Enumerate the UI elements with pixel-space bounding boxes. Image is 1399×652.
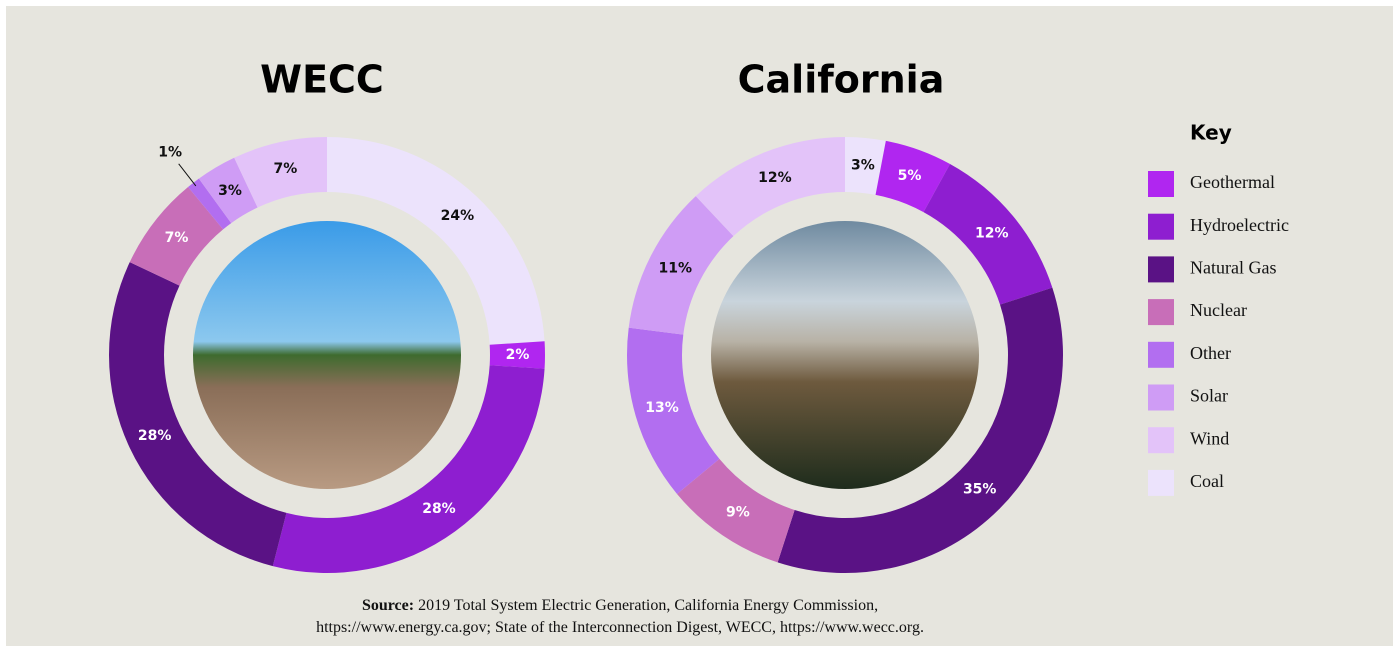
legend-label: Natural Gas <box>1190 258 1276 278</box>
donut-segment <box>628 196 734 335</box>
leader-line <box>178 163 197 187</box>
data-label: 7% <box>165 230 189 246</box>
legend-label: Other <box>1190 343 1231 363</box>
data-label: 12% <box>975 226 1009 242</box>
chart-title: WECC <box>260 58 384 102</box>
data-label: 28% <box>422 501 456 517</box>
legend-label: Nuclear <box>1190 300 1247 320</box>
donut-segment <box>677 458 795 563</box>
data-label: 1% <box>158 145 182 161</box>
data-label: 35% <box>963 482 997 498</box>
donut-segment <box>875 140 951 213</box>
legend-label: Hydroelectric <box>1190 215 1289 235</box>
data-label: 11% <box>659 261 693 277</box>
donut-segment <box>777 287 1064 574</box>
source-label: Source: <box>361 597 415 614</box>
photo <box>711 221 979 489</box>
legend-swatch <box>1148 171 1174 197</box>
legend-label: Solar <box>1190 386 1228 406</box>
data-label: 9% <box>726 505 750 521</box>
donut-segment <box>272 365 545 573</box>
chart-title: California <box>738 58 945 102</box>
source-line: 2019 Total System Electric Generation, C… <box>418 597 879 614</box>
data-label: 28% <box>138 428 172 444</box>
source-line: https://www.energy.ca.gov; State of the … <box>316 619 924 636</box>
donut-segment <box>627 327 720 494</box>
legend-swatch <box>1148 256 1174 283</box>
legend-swatch <box>1148 469 1174 496</box>
donut-segment <box>108 262 287 567</box>
data-label: 3% <box>851 157 875 173</box>
legend-swatch <box>1148 341 1174 368</box>
data-label: 13% <box>645 400 679 416</box>
donut-segment <box>188 178 232 230</box>
legend-label: Geothermal <box>1190 172 1275 192</box>
donut-segment <box>327 137 545 345</box>
legend-swatch <box>1148 213 1174 240</box>
data-label: 12% <box>758 170 792 186</box>
photo <box>193 221 461 489</box>
donut-segment <box>695 137 845 237</box>
donut-segment <box>129 187 224 286</box>
donut-segment <box>489 341 545 369</box>
donut-segment <box>845 137 886 195</box>
data-label: 5% <box>898 168 922 184</box>
legend-swatch <box>1148 299 1174 326</box>
data-label: 3% <box>218 183 242 199</box>
legend-label: Wind <box>1190 428 1229 448</box>
legend-label: Coal <box>1190 471 1224 491</box>
donut-segment <box>234 137 327 208</box>
donut-segment <box>923 163 1053 305</box>
legend-swatch <box>1148 384 1174 411</box>
source: Source: 2019 Total System Electric Gener… <box>0 595 1240 639</box>
legend-title: Key <box>1190 121 1232 145</box>
data-label: 24% <box>441 208 475 224</box>
donut-segment <box>198 157 258 224</box>
data-label: 7% <box>274 161 298 177</box>
data-label: 2% <box>506 347 530 363</box>
legend-swatch <box>1148 427 1174 454</box>
